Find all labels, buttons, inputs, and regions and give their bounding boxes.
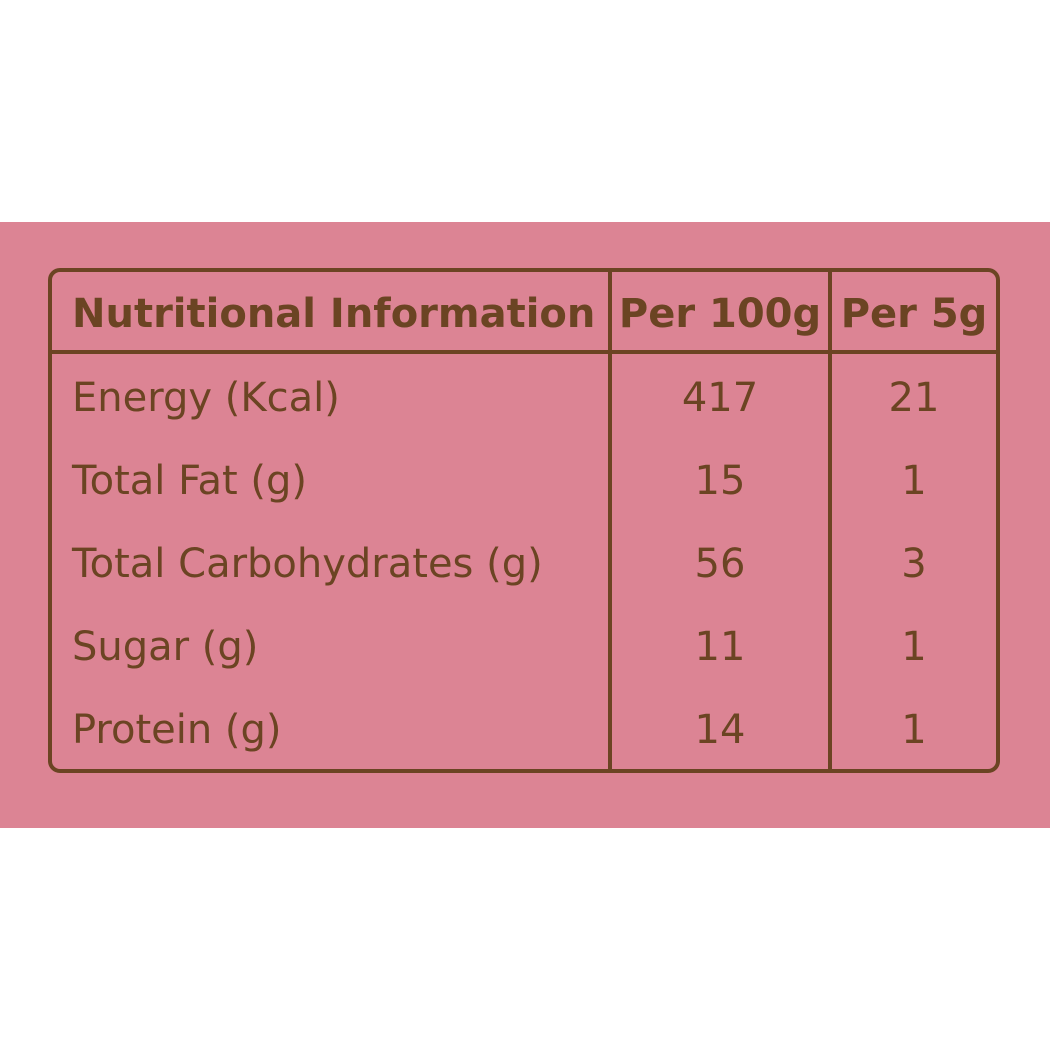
table-cell: 11 xyxy=(694,624,746,670)
background-band xyxy=(0,222,1050,828)
nutrition-table: Nutritional Information Per 100g Per 5g Ene… xyxy=(48,268,1000,773)
table-cell: 417 xyxy=(681,375,759,421)
divider xyxy=(828,272,832,769)
table-cell: 56 xyxy=(694,541,746,587)
divider xyxy=(52,350,996,354)
table-cell: Total Carbohydrates (g) xyxy=(72,541,543,587)
table-cell: Per 5g xyxy=(840,291,988,337)
table-cell: Per 100g xyxy=(618,291,822,337)
table-cell: Energy (Kcal) xyxy=(72,375,340,421)
table-cell: Protein (g) xyxy=(72,707,282,753)
table-cell: 3 xyxy=(901,541,927,587)
table-cell: Sugar (g) xyxy=(72,624,259,670)
table-cell: 15 xyxy=(694,458,746,504)
table-cell: 14 xyxy=(694,707,746,753)
table-cell: Total Fat (g) xyxy=(72,458,307,504)
table-cell: 1 xyxy=(901,458,927,504)
table-cell: 1 xyxy=(901,624,927,670)
table-cell: Nutritional Information xyxy=(72,291,596,337)
table-cell: 21 xyxy=(888,375,940,421)
table-cell: 1 xyxy=(901,707,927,753)
divider xyxy=(608,272,612,769)
